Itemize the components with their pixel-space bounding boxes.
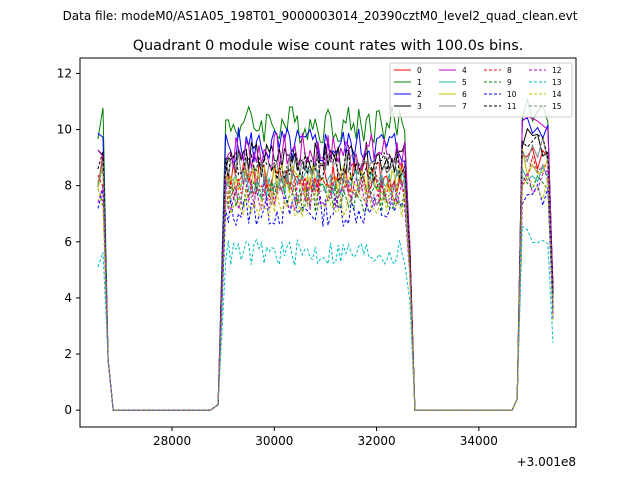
chart-title: Quadrant 0 module wise count rates with … [133,38,524,54]
legend-box [389,62,573,118]
y-tick-label: 8 [64,179,72,193]
legend-label-0: 0 [417,66,422,75]
y-tick-label: 4 [64,291,72,305]
legend-label-13: 13 [552,78,562,87]
legend-label-11: 11 [507,102,517,111]
series-layer [97,98,554,411]
legend-label-6: 6 [462,90,467,99]
x-tick-label: 34000 [460,434,498,448]
x-tick-label: 32000 [357,434,395,448]
y-tick-label: 0 [64,403,72,417]
y-tick-label: 2 [64,347,72,361]
x-tick-label: 28000 [153,434,191,448]
data-file-subtitle: Data file: modeM0/AS1A05_198T01_90000030… [63,9,578,23]
legend-label-4: 4 [462,66,467,75]
y-tick-label: 12 [57,66,72,80]
legend-label-10: 10 [507,90,517,99]
y-tick-label: 10 [57,123,72,137]
legend-label-9: 9 [507,78,512,87]
series-line-15 [97,159,554,411]
legend-label-5: 5 [462,78,467,87]
legend-label-15: 15 [552,102,562,111]
legend-label-12: 12 [552,66,562,75]
legend-label-3: 3 [417,102,422,111]
x-tick-label: 30000 [255,434,293,448]
axes-frame [79,57,577,428]
legend-label-8: 8 [507,66,512,75]
x-axis-offset-label: +3.001e8 [517,455,576,469]
legend-label-2: 2 [417,90,422,99]
legend-label-1: 1 [417,78,422,87]
legend-label-14: 14 [552,90,562,99]
y-tick-label: 6 [64,235,72,249]
legend-label-7: 7 [462,102,467,111]
